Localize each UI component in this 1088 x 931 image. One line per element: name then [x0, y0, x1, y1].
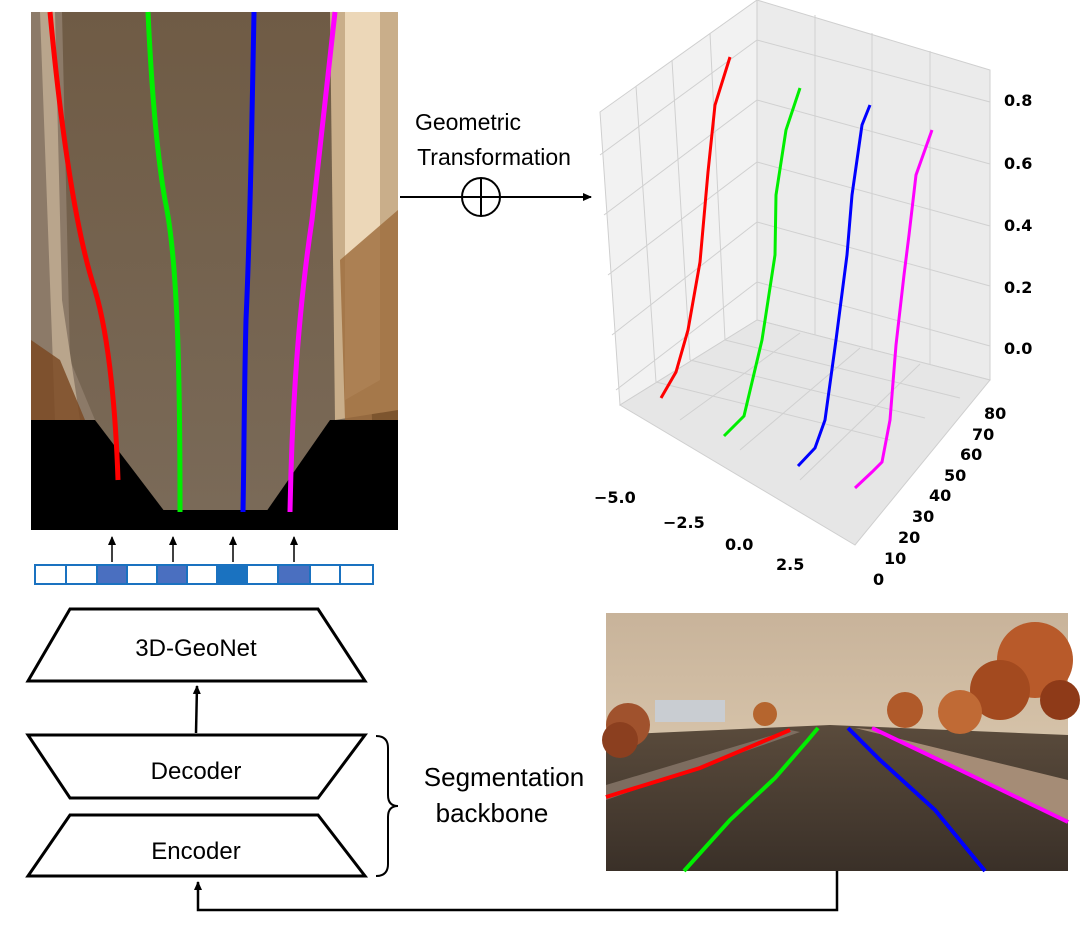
plot-3d: 0.8 0.6 0.4 0.2 0.0 −5.0 −2.5 0.0 2.5 0 … [594, 0, 1032, 589]
geometric-transformation-label-2: Transformation [417, 144, 571, 170]
geonet-label: 3D-GeoNet [135, 635, 257, 662]
geonet-block: 3D-GeoNet [25, 607, 368, 683]
lane3d-blue [796, 104, 872, 468]
bev-lane-magenta [287, 11, 338, 513]
bev-lane-green [145, 11, 183, 513]
anchor-cell-6 [216, 564, 248, 585]
y-tick: 80 [984, 404, 1006, 423]
circle-plus-icon [461, 177, 501, 217]
lane3d-green [722, 87, 802, 438]
segmentation-brace [375, 735, 399, 877]
y-tick: 60 [960, 445, 982, 464]
bev-lane-image [31, 11, 398, 530]
x-tick: 0.0 [725, 535, 753, 554]
y-tick: 10 [884, 549, 906, 568]
cam-lane-magenta [871, 726, 1069, 824]
y-tick: 70 [972, 425, 994, 444]
bev-lane-blue [240, 11, 257, 513]
y-tick: 0 [873, 570, 884, 589]
z-tick: 0.2 [1004, 278, 1032, 297]
segmentation-label-2: backbone [436, 798, 549, 828]
bev-lane-red [47, 11, 121, 481]
y-tick: 20 [898, 528, 920, 547]
y-tick: 40 [929, 486, 951, 505]
camera-input-image [602, 613, 1080, 873]
anchor-cell-4 [156, 564, 188, 585]
geometric-transformation-label: Geometric [415, 109, 521, 135]
floor-pane [619, 319, 991, 546]
segmentation-label: Segmentation [424, 762, 584, 792]
anchor-arrows [108, 536, 298, 562]
x-tick: 2.5 [776, 555, 804, 574]
decoder-to-geonet-arrow [192, 685, 201, 734]
z-tick: 0.6 [1004, 154, 1032, 173]
y-axis-ticks: 0 10 20 30 40 50 60 70 80 [873, 404, 1006, 589]
z-axis-ticks: 0.8 0.6 0.4 0.2 0.0 [1004, 91, 1032, 358]
z-tick: 0.8 [1004, 91, 1032, 110]
cam-lane-blue [846, 726, 987, 873]
anchor-cell-8 [277, 564, 311, 585]
x-tick: −2.5 [663, 513, 705, 532]
lane3d-red [659, 56, 732, 399]
input-to-encoder-arrow [194, 871, 839, 912]
grid-lines [599, 15, 991, 481]
anchor-strip [34, 564, 374, 585]
anchor-cell-2 [96, 564, 128, 585]
y-tick: 50 [944, 466, 966, 485]
x-axis-ticks: −5.0 −2.5 0.0 2.5 [594, 488, 804, 574]
y-tick: 30 [912, 507, 934, 526]
x-tick: −5.0 [594, 488, 636, 507]
cam-lane-red [605, 728, 791, 799]
z-tick: 0.4 [1004, 216, 1032, 235]
decoder-block: Decoder [25, 733, 368, 800]
back-pane [756, 0, 991, 381]
lane3d-magenta [853, 129, 934, 490]
encoder-block: Encoder [25, 813, 369, 878]
decoder-label: Decoder [151, 758, 242, 785]
z-tick: 0.0 [1004, 339, 1032, 358]
cam-lane-green [682, 726, 820, 873]
encoder-label: Encoder [151, 838, 240, 865]
